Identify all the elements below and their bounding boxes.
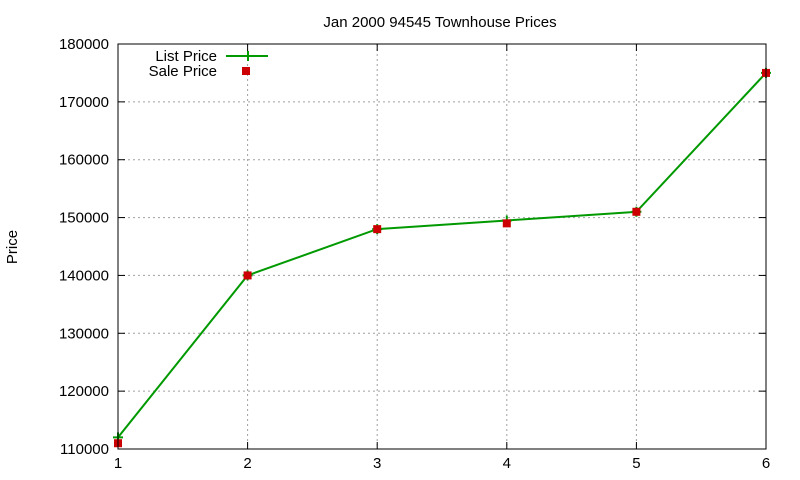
data-point-sale-price (373, 225, 382, 234)
x-tick-label: 2 (243, 455, 251, 472)
y-tick-label: 160000 (59, 152, 109, 169)
series-layer (113, 67, 771, 448)
x-tick-label: 5 (632, 455, 640, 472)
legend-marker-list-price (243, 51, 253, 61)
legend-label-list-price: List Price (155, 48, 217, 65)
plot-frame (117, 43, 767, 450)
y-tick-label: 170000 (59, 94, 109, 111)
x-tick-label: 6 (762, 455, 770, 472)
legend-marker-sale-price (242, 67, 250, 75)
y-tick-label: 140000 (59, 267, 109, 284)
x-tick-label: 3 (373, 455, 381, 472)
x-tick-label: 1 (114, 455, 122, 472)
grid (118, 44, 766, 449)
legend-label-sale-price: Sale Price (149, 63, 217, 80)
chart-title: Jan 2000 94545 Townhouse Prices (323, 14, 556, 31)
y-tick-label: 130000 (59, 325, 109, 342)
data-point-sale-price (502, 219, 511, 228)
data-point-sale-price (632, 207, 641, 216)
y-tick-label: 120000 (59, 383, 109, 400)
data-point-sale-price (243, 271, 252, 280)
axis-ticks: 110000 120000 130000 140000 150000 160000 1700… (59, 36, 770, 472)
series-line-list-price (117, 72, 767, 439)
y-tick-label: 180000 (59, 36, 109, 53)
y-axis-label: Price (4, 230, 21, 264)
legend: List Price Sale Price (149, 48, 268, 80)
x-tick-label: 4 (503, 455, 511, 472)
y-tick-label: 150000 (59, 210, 109, 227)
y-tick-label: 110000 (60, 441, 109, 458)
